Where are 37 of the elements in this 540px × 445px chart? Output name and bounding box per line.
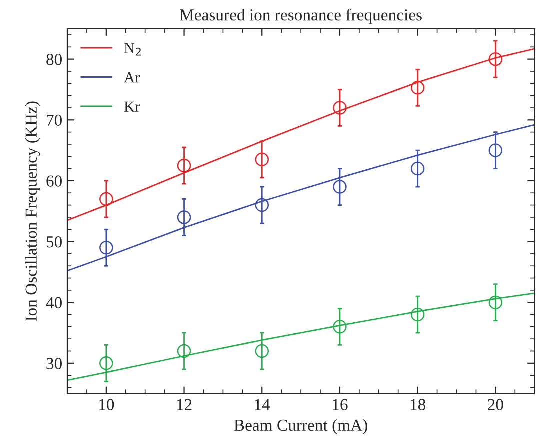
legend-label: Ar	[124, 72, 140, 83]
point	[177, 210, 192, 224]
point	[488, 296, 503, 310]
x-tick-label: 18	[410, 399, 426, 410]
y-tick-label: 50	[46, 236, 62, 248]
point	[255, 344, 269, 358]
point	[100, 240, 114, 255]
y-tick-label: 40	[46, 297, 62, 309]
point	[177, 158, 192, 173]
point	[255, 198, 269, 212]
x-axis-title: Beam Current (mA)	[234, 419, 368, 434]
y-tick-label: 80	[46, 54, 62, 66]
y-tick-label: 60	[46, 176, 62, 187]
point	[333, 101, 347, 115]
point	[410, 308, 425, 322]
point	[100, 356, 114, 370]
point	[333, 180, 347, 194]
legend-label: Kr	[124, 102, 140, 112]
y-tick-label: 70	[47, 114, 62, 126]
x-tick-label: 14	[255, 399, 270, 410]
point	[488, 144, 503, 158]
legend-label: N$_{2}$	[124, 43, 141, 56]
chart-title: Measured ion resonance frequencies	[180, 8, 422, 24]
point	[333, 320, 347, 334]
x-tick-label: 10	[100, 399, 114, 410]
point	[177, 344, 192, 358]
x-tick-label: 16	[333, 399, 348, 410]
x-tick-label: 12	[177, 399, 192, 410]
y-axis-title: Ion Oscillation Frequency (KHz)	[25, 102, 40, 322]
point	[410, 81, 425, 95]
line-series	[68, 124, 535, 272]
point	[255, 152, 269, 167]
x-tick-label: 20	[488, 399, 504, 410]
point	[100, 192, 114, 206]
y-tick-label: 30	[46, 358, 62, 370]
point	[410, 162, 425, 176]
point	[488, 52, 503, 66]
